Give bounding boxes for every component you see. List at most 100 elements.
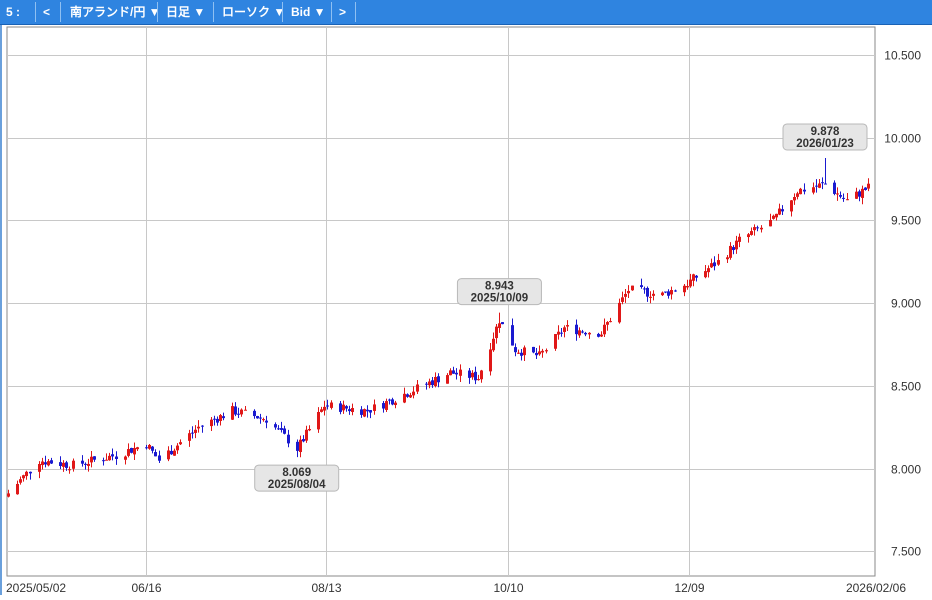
currency-pair-dropdown[interactable]: 南アランド/円 ▼ — [70, 5, 161, 19]
candle-up — [148, 444, 151, 449]
candle-up — [578, 330, 581, 336]
candle-up — [176, 445, 179, 451]
candle-up — [179, 442, 182, 445]
candle-down — [388, 399, 391, 401]
period-selector[interactable]: 5 : — [6, 5, 21, 19]
candle-up — [799, 188, 802, 195]
candle-down — [584, 332, 587, 335]
prev-button[interactable]: < — [43, 5, 51, 19]
callout-value: 9.878 — [811, 126, 840, 138]
candle-up — [498, 323, 501, 328]
candle-down — [695, 275, 698, 278]
candle-up — [308, 429, 311, 431]
timeframe-dropdown[interactable]: 日足 ▼ — [166, 5, 206, 19]
candle-down — [514, 347, 517, 353]
candle-down — [425, 383, 428, 385]
price-side-dropdown[interactable]: Bid ▼ — [291, 5, 326, 19]
candle-up — [661, 292, 664, 296]
candle-up — [554, 334, 557, 349]
candle-up — [603, 324, 606, 335]
candle-up — [609, 321, 612, 323]
candle-down — [44, 462, 47, 465]
candle-up — [90, 456, 93, 463]
candle-down — [406, 394, 409, 397]
x-tick-label: 10/10 — [493, 581, 523, 595]
candle-up — [41, 461, 44, 466]
candle-up — [449, 370, 452, 376]
candle-up — [624, 293, 627, 297]
candle-down — [643, 288, 646, 290]
candle-up — [588, 332, 591, 335]
candle-up — [133, 447, 136, 455]
candle-up — [446, 375, 449, 384]
x-tick-label: 06/16 — [131, 581, 161, 595]
y-tick-label: 9.500 — [891, 214, 921, 228]
candle-down — [256, 416, 259, 419]
candle-down — [154, 452, 157, 457]
candle-down — [833, 182, 836, 194]
candle-up — [618, 302, 621, 323]
candle-down — [674, 290, 677, 292]
candle-up — [47, 461, 50, 466]
candle-up — [793, 197, 796, 201]
y-tick-label: 7.500 — [891, 545, 921, 559]
candle-up — [775, 213, 778, 218]
y-tick-label: 8.500 — [891, 380, 921, 394]
x-tick-label: 2025/05/02 — [6, 581, 66, 595]
candle-down — [431, 380, 434, 386]
candle-up — [471, 372, 474, 378]
candle-down — [474, 371, 477, 381]
candle-down — [191, 432, 194, 434]
candle-up — [769, 219, 772, 227]
plot-area — [6, 26, 876, 577]
candle-up — [772, 215, 775, 219]
window-edge — [0, 25, 2, 595]
candle-down — [520, 352, 523, 356]
y-tick-label: 10.000 — [884, 132, 921, 146]
candle-up — [320, 409, 323, 412]
candle-down — [216, 418, 219, 423]
candle-down — [391, 399, 394, 405]
candle-down — [296, 441, 299, 451]
candle-up — [38, 464, 41, 472]
candle-down — [93, 456, 96, 460]
candle-up — [105, 459, 108, 461]
candle-up — [812, 187, 815, 193]
candle-up — [87, 463, 90, 466]
candle-down — [560, 332, 563, 334]
candle-down — [803, 189, 806, 192]
candle-down — [280, 428, 283, 430]
candle-down — [532, 346, 535, 353]
candle-down — [102, 460, 105, 462]
candle-down — [170, 450, 173, 455]
candle-up — [62, 462, 65, 467]
candle-up — [867, 183, 870, 189]
candle-down — [732, 247, 735, 251]
candle-down — [842, 197, 845, 199]
candle-down — [821, 182, 824, 184]
candle-down — [468, 370, 471, 378]
price-chart[interactable]: 10.500 10.000 9.500 9.000 8.500 8.000 7.500 20… — [0, 25, 932, 595]
candle-up — [22, 475, 25, 479]
candle-up — [627, 290, 630, 294]
x-tick-label: 2026/02/06 — [846, 581, 906, 595]
next-button[interactable]: > — [339, 5, 347, 19]
candle-down — [781, 209, 784, 212]
candle-down — [283, 428, 286, 434]
candle-down — [575, 324, 578, 335]
chart-canvas[interactable]: 10.500 10.000 9.500 9.000 8.500 8.000 7.500 20… — [0, 25, 932, 595]
chart-type-dropdown[interactable]: ローソク ▼ — [222, 5, 286, 19]
candle-down — [201, 425, 204, 427]
candle-down — [130, 447, 133, 453]
candle-up — [231, 406, 234, 420]
toolbar-divider — [213, 2, 214, 22]
candle-down — [864, 187, 867, 190]
candle-up — [330, 402, 333, 408]
candle-up — [606, 322, 609, 325]
candle-down — [640, 285, 643, 287]
candle-up — [495, 326, 498, 339]
candle-down — [815, 185, 818, 187]
candle-up — [760, 227, 763, 230]
